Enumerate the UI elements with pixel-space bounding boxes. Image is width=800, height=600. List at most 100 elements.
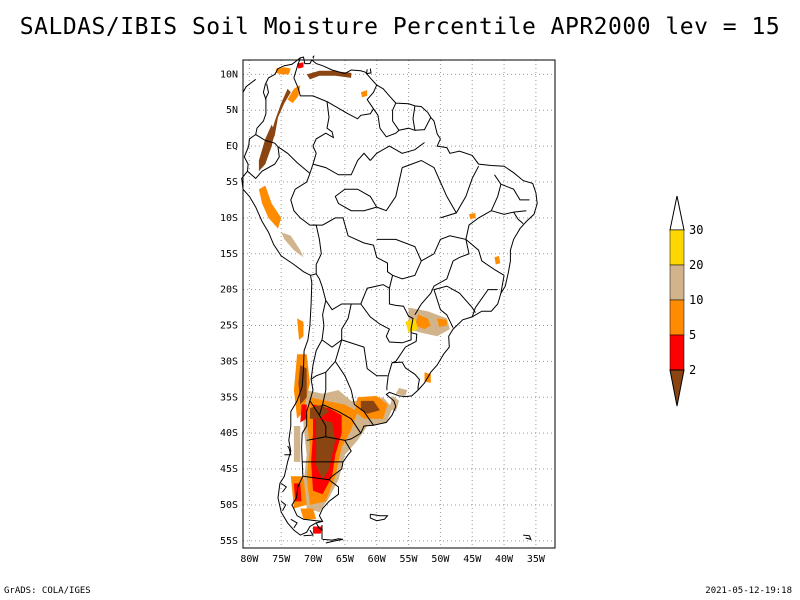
border-line [321,303,352,348]
lon-tick-label: 40W [495,554,514,565]
border-line [365,68,372,75]
border-line [360,288,414,344]
percentile-patch [281,232,304,258]
border-line [312,55,315,59]
lat-tick-label: 50S [220,500,238,511]
border-line [303,529,314,537]
lat-tick-label: 15S [220,249,238,260]
border-line [310,339,343,380]
percentile-patch [395,388,408,396]
lon-tick-label: 35W [527,554,546,565]
lat-tick-label: 5N [226,105,238,116]
lat-tick-label: EQ [226,141,238,152]
lat-tick-label: 25S [220,321,238,332]
lat-tick-label: 40S [220,428,238,439]
lon-tick-label: 65W [336,554,355,565]
map-title: SALDAS/IBIS Soil Moisture Percentile APR… [19,14,781,40]
border-line [306,414,327,441]
border-line [465,239,505,276]
lat-tick-label: 35S [220,392,238,403]
lat-tick-label: 55S [220,536,238,547]
border-line [291,300,327,522]
lat-tick-label: 45S [220,464,238,475]
percentile-patch [300,404,307,423]
colorbar-legend: 30 20 10 5 2 [669,195,703,407]
legend-swatch [669,264,685,301]
grads-credit: GrADS: COLA/IGES [4,586,91,596]
country-borders [241,55,538,544]
border-line [369,513,389,522]
border-line [264,83,270,100]
percentile-patch [258,185,282,229]
border-line [376,167,403,212]
border-line [433,285,476,328]
timestamp: 2021-05-12-19:18 [705,586,792,596]
lon-tick-label: 80W [240,554,259,565]
percentile-patch [293,426,301,462]
border-line [391,332,418,364]
legend-top-tip [669,195,685,231]
border-line [302,475,330,481]
border-line [293,57,335,174]
border-line [334,188,378,212]
legend-label: 5 [689,328,696,342]
lat-tick-label: 20S [220,285,238,296]
border-line [326,84,378,120]
border-line [334,361,374,426]
lon-tick-label: 70W [304,554,323,565]
border-line [312,152,371,176]
border-line [414,260,454,316]
border-line [313,217,394,311]
border-line [376,238,422,280]
border-line [391,361,420,391]
border-line [398,105,416,132]
legend-label: 20 [689,258,703,272]
border-line [247,134,280,180]
border-line [322,404,362,434]
percentile-patch [437,318,447,327]
border-line [474,289,498,308]
legend-bottom-tip [669,369,685,407]
latitude-labels: 10N 5N EQ 5S 10S 15S 20S 25S 30S 35S 40S 45S 50S 55S [220,69,238,546]
border-line [280,482,288,493]
border-line [402,159,457,214]
border-line [373,102,400,138]
border-line [315,522,323,531]
percentile-patch [300,508,317,520]
border-line [465,210,492,240]
legend-swatch [669,229,685,266]
percentile-patch [469,212,476,220]
legend-label: 2 [689,363,696,377]
percentile-patch [306,70,352,80]
border-line [440,165,480,219]
percentile-patch [268,88,291,150]
percentile-patch [293,483,302,502]
border-line [325,436,345,441]
border-line [471,307,476,318]
border-line [290,518,298,529]
border-line [491,210,527,215]
percentile-patch [414,314,431,330]
lat-tick-label: 10S [220,213,238,224]
percentile-patch [389,395,399,412]
legend-swatch [669,334,685,371]
border-line [500,275,505,294]
border-line [322,538,344,544]
lat-tick-label: 5S [226,177,238,188]
percentile-patch [360,90,368,98]
border-line [369,142,425,161]
percentile-patch [297,318,304,340]
lon-tick-label: 75W [272,554,291,565]
lon-tick-label: 50W [431,554,450,565]
border-line [523,534,532,541]
coastline [241,56,538,536]
border-line [490,174,502,211]
lat-tick-label: 10N [220,69,238,80]
percentile-patch [276,67,291,75]
border-line [386,362,393,391]
percentile-patch [494,255,501,265]
border-line [414,117,432,131]
border-line [284,445,292,456]
legend-label: 30 [689,223,703,237]
gridlines [243,60,555,548]
